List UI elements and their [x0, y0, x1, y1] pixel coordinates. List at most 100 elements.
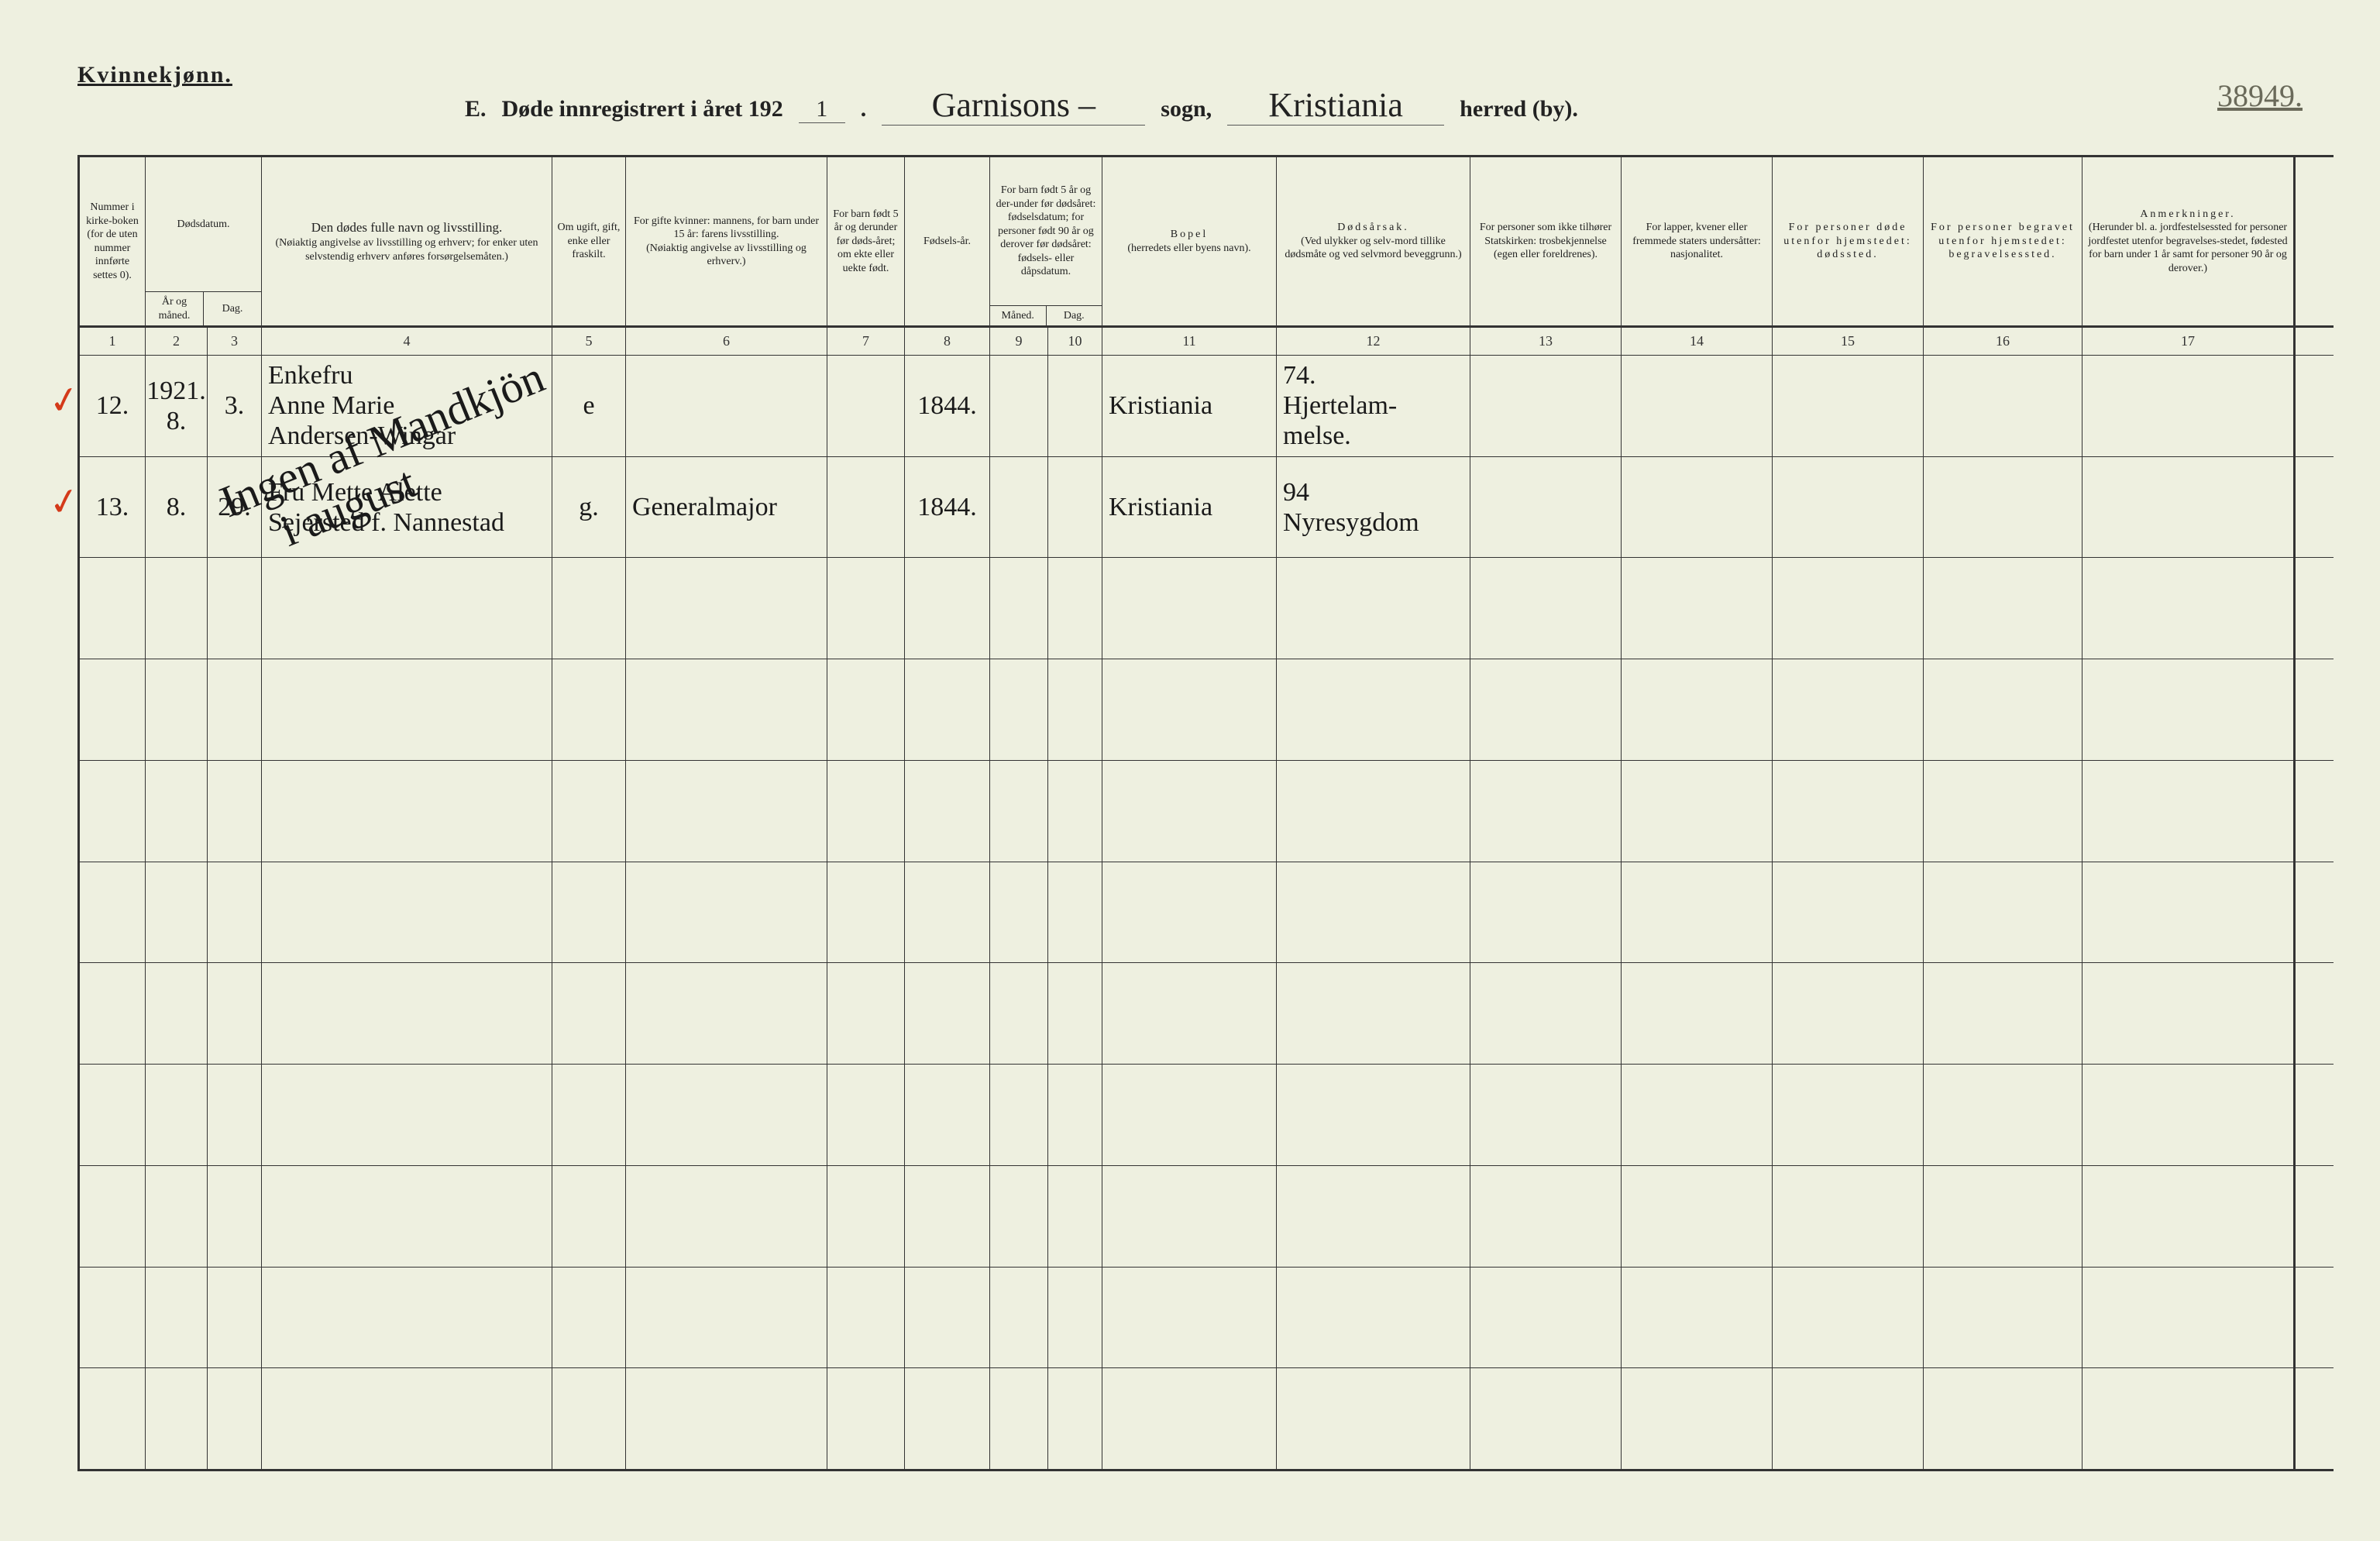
cell-c7 — [827, 558, 905, 659]
th-13-small: (egen eller foreldrenes). — [1475, 248, 1616, 262]
cell-c17 — [2082, 761, 2296, 862]
cell-c17 — [2082, 356, 2296, 456]
cell-c15 — [1773, 356, 1924, 456]
cn-12: 12 — [1277, 328, 1470, 355]
cell-c2: 8. — [146, 457, 208, 558]
table-row — [80, 963, 2334, 1065]
cell-c7 — [827, 761, 905, 862]
th-15: For personer døde utenfor hjemstedet: dø… — [1773, 157, 1924, 325]
cell-c13 — [1470, 1368, 1622, 1469]
cell-c1 — [80, 1065, 146, 1165]
cell-c13 — [1470, 1268, 1622, 1368]
th-17-small: (Herunder bl. a. jordfestelsessted for p… — [2087, 221, 2289, 275]
cell-c8 — [905, 1166, 990, 1267]
cell-c2 — [146, 862, 208, 963]
cell-c9 — [990, 558, 1048, 659]
cell-c17 — [2082, 1268, 2296, 1368]
cell-c11 — [1102, 1268, 1277, 1368]
th-9-10: For barn født 5 år og der-under før døds… — [990, 157, 1102, 325]
cell-c11 — [1102, 1166, 1277, 1267]
cell-c5 — [552, 1368, 626, 1469]
cell-c3 — [208, 1166, 262, 1267]
ledger-table: Nummer i kirke-boken (for de uten nummer… — [77, 155, 2334, 1471]
cell-c4 — [262, 862, 552, 963]
cell-c1 — [80, 659, 146, 760]
cell-c4: EnkefruAnne MarieAndersen-Wingar — [262, 356, 552, 456]
cell-c6: Generalmajor — [626, 457, 827, 558]
cell-c16 — [1924, 862, 2082, 963]
cell-c12: 74.Hjertelam-melse. — [1277, 356, 1470, 456]
th-11-main: Bopel — [1107, 228, 1271, 242]
title-prefix: Døde innregistrert i året 192 — [502, 96, 783, 122]
cell-c16 — [1924, 1065, 2082, 1165]
cell-c5 — [552, 761, 626, 862]
th-12-main: Dødsårsak. — [1281, 221, 1465, 235]
cell-c12 — [1277, 1166, 1470, 1267]
page-header: Kvinnekjønn. E. Døde innregistrert i åre… — [77, 46, 2334, 139]
th-13: For personer som ikke tilhører Statskirk… — [1470, 157, 1622, 325]
cell-c1 — [80, 862, 146, 963]
cell-c3 — [208, 862, 262, 963]
herred-label: herred (by). — [1460, 96, 1578, 122]
cell-c4: Fru Mette AletteSejersted f. Nannestad — [262, 457, 552, 558]
cn-8: 8 — [905, 328, 990, 355]
cell-c6 — [626, 659, 827, 760]
cell-c6 — [626, 963, 827, 1064]
cell-c13 — [1470, 1065, 1622, 1165]
cell-c3 — [208, 1065, 262, 1165]
cn-3: 3 — [208, 328, 262, 355]
cell-c10 — [1048, 1368, 1102, 1469]
cell-c13 — [1470, 862, 1622, 963]
cell-c14 — [1622, 1368, 1773, 1469]
margin-tick-icon: ✓ — [45, 478, 83, 526]
cell-c7 — [827, 659, 905, 760]
cell-c9 — [990, 963, 1048, 1064]
cell-c16 — [1924, 356, 2082, 456]
cell-c16 — [1924, 457, 2082, 558]
cell-c1 — [80, 1166, 146, 1267]
cell-c6 — [626, 1268, 827, 1368]
cell-c17 — [2082, 1166, 2296, 1267]
cell-c9 — [990, 1368, 1048, 1469]
cell-c9 — [990, 457, 1048, 558]
cell-c12 — [1277, 558, 1470, 659]
cell-c6 — [626, 1065, 827, 1165]
cell-c11 — [1102, 1368, 1277, 1469]
cell-c14 — [1622, 457, 1773, 558]
section-letter: E. — [465, 96, 487, 122]
cell-c5 — [552, 558, 626, 659]
th-6: For gifte kvinner: mannens, for barn und… — [626, 157, 827, 325]
sogn-label: sogn, — [1161, 96, 1212, 122]
cell-c2 — [146, 963, 208, 1064]
cell-c6 — [626, 1368, 827, 1469]
cell-c7 — [827, 963, 905, 1064]
cn-2: 2 — [146, 328, 208, 355]
cell-c16 — [1924, 1368, 2082, 1469]
cell-c7 — [827, 1368, 905, 1469]
cell-c12 — [1277, 1268, 1470, 1368]
cn-15: 15 — [1773, 328, 1924, 355]
cell-c15 — [1773, 1166, 1924, 1267]
cell-c9 — [990, 659, 1048, 760]
cell-c9 — [990, 862, 1048, 963]
cell-c3 — [208, 963, 262, 1064]
cell-c15 — [1773, 761, 1924, 862]
cell-c2 — [146, 558, 208, 659]
cell-c15 — [1773, 457, 1924, 558]
cell-c8 — [905, 963, 990, 1064]
cell-c15 — [1773, 1268, 1924, 1368]
page-inner: Kvinnekjønn. E. Døde innregistrert i åre… — [77, 46, 2334, 1495]
cell-c4 — [262, 1065, 552, 1165]
cell-c13 — [1470, 659, 1622, 760]
cell-c12 — [1277, 862, 1470, 963]
cell-c14 — [1622, 356, 1773, 456]
cell-c4 — [262, 963, 552, 1064]
cell-c4 — [262, 1268, 552, 1368]
cn-4: 4 — [262, 328, 552, 355]
cell-c13 — [1470, 1166, 1622, 1267]
year-suffix: 1 — [799, 96, 845, 123]
cell-c1 — [80, 558, 146, 659]
cell-c3 — [208, 659, 262, 760]
cell-c5 — [552, 659, 626, 760]
cell-c14 — [1622, 862, 1773, 963]
